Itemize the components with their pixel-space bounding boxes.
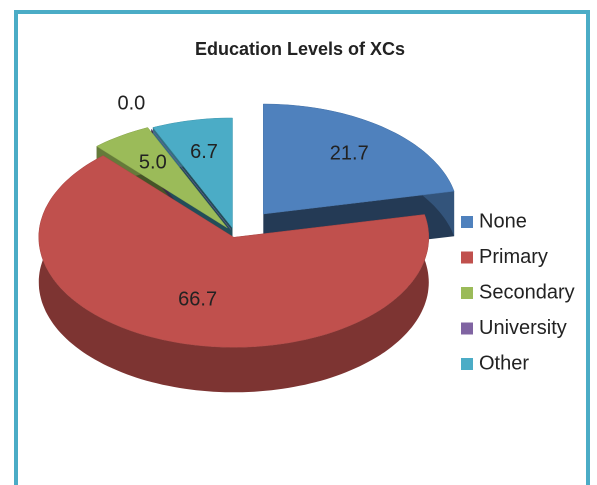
legend-label: Other — [479, 352, 529, 374]
legend-swatch — [461, 216, 473, 228]
data-label: 6.7 — [190, 141, 218, 163]
slice — [263, 103, 455, 215]
slice — [151, 128, 232, 230]
legend-label: Secondary — [479, 281, 575, 303]
legend-label: University — [479, 317, 567, 339]
data-label: 66.7 — [178, 288, 217, 310]
data-label: 5.0 — [139, 152, 167, 174]
legend-swatch — [461, 322, 473, 335]
slice — [38, 155, 430, 348]
data-label: 0.0 — [117, 92, 145, 114]
legend-swatch — [461, 287, 473, 299]
slice — [152, 117, 233, 229]
legend-label: None — [479, 210, 527, 232]
slice-side — [38, 155, 429, 393]
legend-label: Primary — [479, 246, 548, 268]
slice-tops — [38, 103, 455, 348]
legend-swatch — [461, 358, 473, 370]
chart-title: Education Levels of XCs — [195, 39, 405, 59]
legend-swatch — [461, 251, 473, 264]
data-label: 21.7 — [330, 142, 369, 164]
slice — [96, 127, 228, 229]
